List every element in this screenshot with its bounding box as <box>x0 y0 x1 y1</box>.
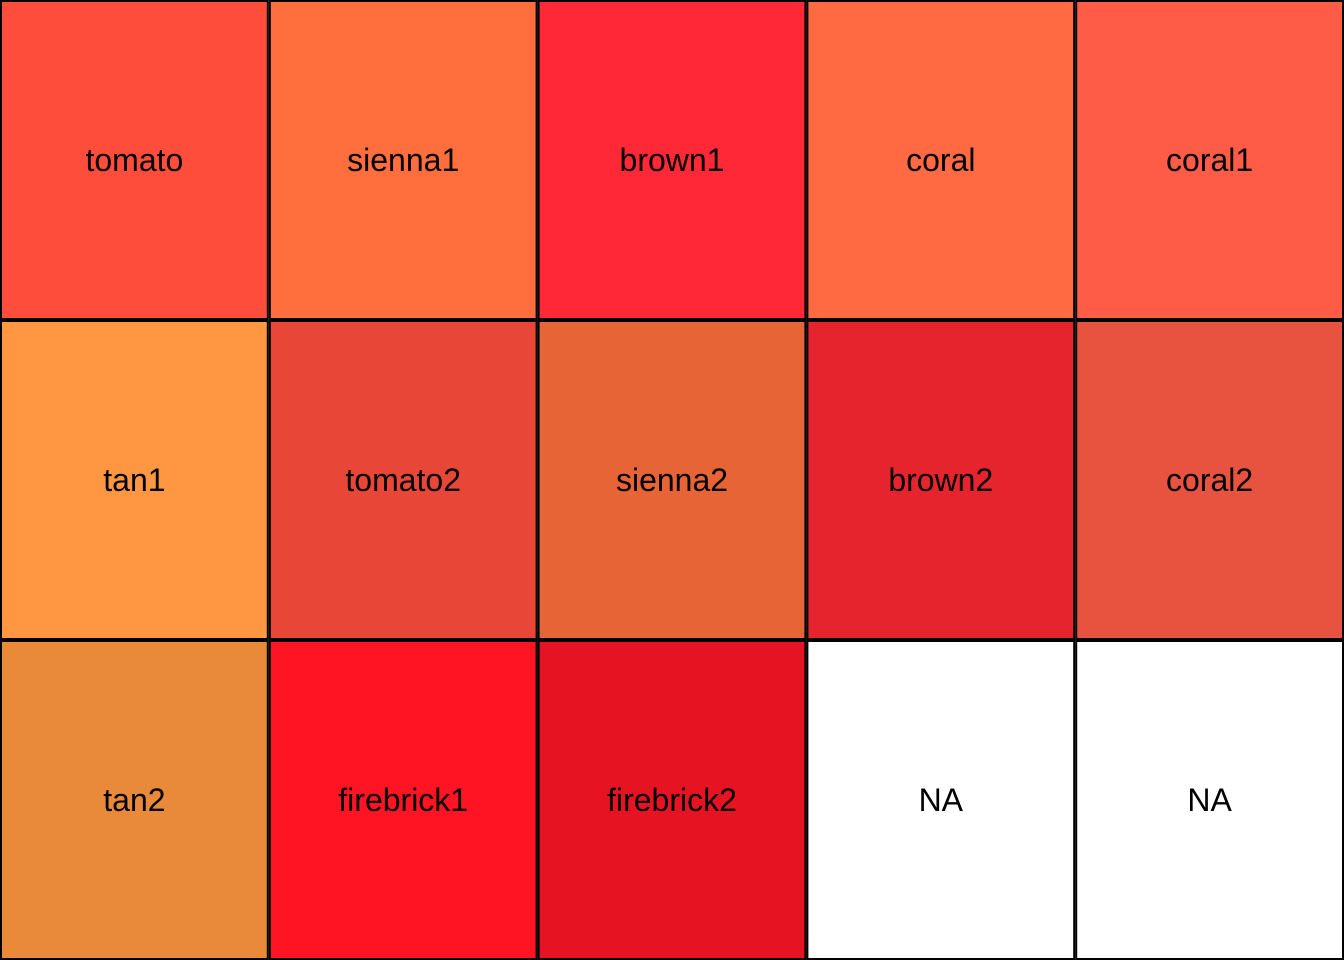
swatch-label: NA <box>1187 782 1232 818</box>
swatch-label: NA <box>919 782 964 818</box>
swatch-cell <box>806 640 1076 960</box>
swatch-label: coral1 <box>1166 142 1253 178</box>
swatch-cell <box>1075 0 1344 320</box>
swatch-label: tan2 <box>103 782 165 818</box>
swatch-label: brown2 <box>888 462 993 498</box>
swatch-cell <box>806 320 1076 640</box>
swatch-cell <box>0 320 269 640</box>
swatch-label: coral2 <box>1166 462 1253 498</box>
swatch-label: firebrick1 <box>338 782 468 818</box>
swatch-label: coral <box>906 142 975 178</box>
swatch-label: tomato2 <box>345 462 461 498</box>
swatch-label: brown1 <box>620 142 725 178</box>
swatch-label: tan1 <box>103 462 165 498</box>
swatch-labels: tomato sienna1 brown1 coral coral1 tan1 tomato… <box>85 142 1253 818</box>
swatch-cell <box>537 320 807 640</box>
swatch-cell <box>268 640 538 960</box>
swatch-label: firebrick2 <box>607 782 737 818</box>
swatch-cell <box>0 640 269 960</box>
swatch-label: tomato <box>85 142 183 178</box>
swatch-label: sienna1 <box>347 142 459 178</box>
swatch-label: sienna2 <box>616 462 728 498</box>
swatch-cell <box>268 320 538 640</box>
swatch-cell <box>0 0 269 320</box>
swatch-cell <box>1075 320 1344 640</box>
swatch-cell <box>537 640 807 960</box>
swatch-cell <box>1075 640 1344 960</box>
swatch-cell <box>268 0 538 320</box>
swatch-cell <box>806 0 1076 320</box>
swatch-cell <box>537 0 807 320</box>
